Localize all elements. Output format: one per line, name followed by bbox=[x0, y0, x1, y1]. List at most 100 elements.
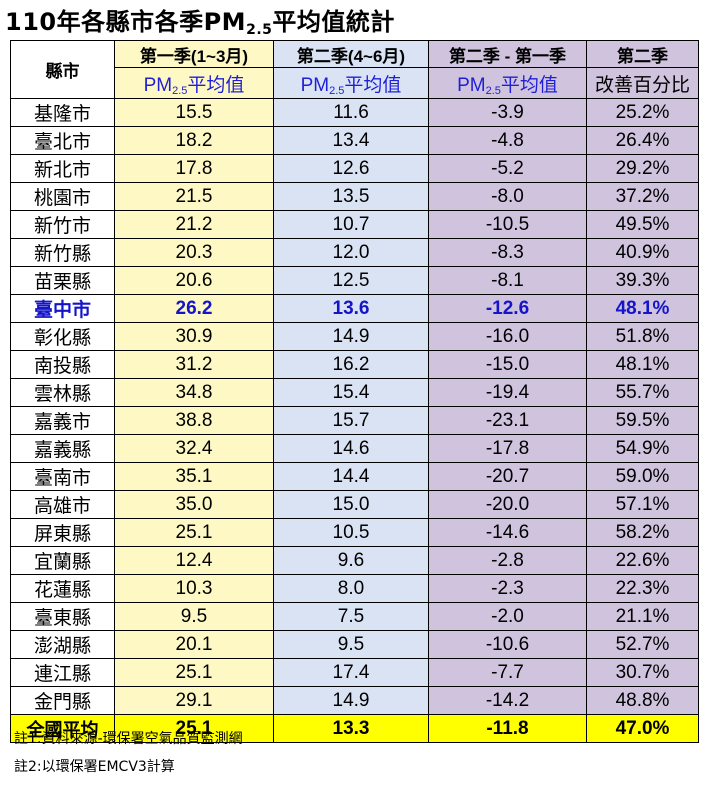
improve-header-line2: 改善百分比 bbox=[586, 67, 699, 99]
improve-pct: 59.5% bbox=[586, 406, 699, 435]
improve-pct: 48.1% bbox=[586, 294, 699, 323]
diff-value: -2.0 bbox=[428, 602, 587, 631]
q2-value: 15.4 bbox=[273, 378, 429, 407]
table-row: 屏東縣 25.1 10.5 -14.6 58.2% bbox=[10, 518, 699, 547]
county-name: 南投縣 bbox=[10, 350, 115, 379]
county-name: 臺南市 bbox=[10, 462, 115, 491]
total-improve-pct: 47.0% bbox=[586, 714, 699, 743]
county-name: 彰化縣 bbox=[10, 322, 115, 351]
q2-value: 13.5 bbox=[273, 182, 429, 211]
county-name: 花蓮縣 bbox=[10, 574, 115, 603]
improve-pct: 51.8% bbox=[586, 322, 699, 351]
q2-pm-label: PM2.5平均值 bbox=[273, 67, 429, 99]
county-name: 雲林縣 bbox=[10, 378, 115, 407]
q2-value: 15.0 bbox=[273, 490, 429, 519]
county-name: 嘉義市 bbox=[10, 406, 115, 435]
total-label: 全國平均 bbox=[10, 714, 115, 743]
national-average-row: 全國平均 25.1 13.3 -11.8 47.0% bbox=[10, 714, 699, 743]
county-name: 臺東縣 bbox=[10, 602, 115, 631]
table-row: 澎湖縣 20.1 9.5 -10.6 52.7% bbox=[10, 630, 699, 659]
diff-value: -2.3 bbox=[428, 574, 587, 603]
q1-value: 21.2 bbox=[114, 210, 274, 239]
county-name: 新竹市 bbox=[10, 210, 115, 239]
table-row: 雲林縣 34.8 15.4 -19.4 55.7% bbox=[10, 378, 699, 407]
improve-pct: 22.6% bbox=[586, 546, 699, 575]
q2-value: 14.4 bbox=[273, 462, 429, 491]
q2-value: 13.4 bbox=[273, 126, 429, 155]
total-q2-value: 13.3 bbox=[273, 714, 429, 743]
q1-value: 20.6 bbox=[114, 266, 274, 295]
improve-header-line1: 第二季 bbox=[586, 40, 699, 68]
improve-pct: 39.3% bbox=[586, 266, 699, 295]
diff-value: -14.2 bbox=[428, 686, 587, 715]
county-name: 澎湖縣 bbox=[10, 630, 115, 659]
county-header: 縣市 bbox=[10, 40, 115, 99]
improve-pct: 48.8% bbox=[586, 686, 699, 715]
q2-value: 13.6 bbox=[273, 294, 429, 323]
q2-value: 12.5 bbox=[273, 266, 429, 295]
footnote-2: 註2:以環保署EMCV3計算 bbox=[14, 759, 175, 775]
diff-value: -20.0 bbox=[428, 490, 587, 519]
q2-value: 10.5 bbox=[273, 518, 429, 547]
q1-header: 第一季(1~3月) bbox=[114, 40, 274, 68]
q1-pm-label: PM2.5平均值 bbox=[114, 67, 274, 99]
county-name: 臺北市 bbox=[10, 126, 115, 155]
q1-value: 10.3 bbox=[114, 574, 274, 603]
county-name: 基隆市 bbox=[10, 98, 115, 127]
table-row: 新竹市 21.2 10.7 -10.5 49.5% bbox=[10, 210, 699, 239]
q2-value: 17.4 bbox=[273, 658, 429, 687]
diff-value: -10.6 bbox=[428, 630, 587, 659]
improve-pct: 58.2% bbox=[586, 518, 699, 547]
q2-value: 14.9 bbox=[273, 686, 429, 715]
table-row: 臺東縣 9.5 7.5 -2.0 21.1% bbox=[10, 602, 699, 631]
improve-pct: 21.1% bbox=[586, 602, 699, 631]
diff-header: 第二季 - 第一季 bbox=[428, 40, 587, 68]
q1-value: 35.0 bbox=[114, 490, 274, 519]
q2-value: 12.0 bbox=[273, 238, 429, 267]
diff-value: -19.4 bbox=[428, 378, 587, 407]
q2-value: 9.6 bbox=[273, 546, 429, 575]
table-row: 苗栗縣 20.6 12.5 -8.1 39.3% bbox=[10, 266, 699, 295]
table-row-highlighted: 臺中市 26.2 13.6 -12.6 48.1% bbox=[10, 294, 699, 323]
improve-pct: 29.2% bbox=[586, 154, 699, 183]
pm25-stats-table: 縣市 第一季(1~3月) 第二季(4~6月) 第二季 - 第一季 第二季 PM2… bbox=[10, 40, 699, 743]
improve-pct: 54.9% bbox=[586, 434, 699, 463]
q2-value: 10.7 bbox=[273, 210, 429, 239]
diff-value: -20.7 bbox=[428, 462, 587, 491]
q2-value: 7.5 bbox=[273, 602, 429, 631]
q1-value: 29.1 bbox=[114, 686, 274, 715]
improve-pct: 52.7% bbox=[586, 630, 699, 659]
improve-pct: 37.2% bbox=[586, 182, 699, 211]
diff-value: -16.0 bbox=[428, 322, 587, 351]
table-row: 花蓮縣 10.3 8.0 -2.3 22.3% bbox=[10, 574, 699, 603]
table-row: 宜蘭縣 12.4 9.6 -2.8 22.6% bbox=[10, 546, 699, 575]
improve-pct: 57.1% bbox=[586, 490, 699, 519]
improve-pct: 48.1% bbox=[586, 350, 699, 379]
improve-pct: 22.3% bbox=[586, 574, 699, 603]
q2-value: 16.2 bbox=[273, 350, 429, 379]
diff-value: -5.2 bbox=[428, 154, 587, 183]
county-name: 苗栗縣 bbox=[10, 266, 115, 295]
table-row: 彰化縣 30.9 14.9 -16.0 51.8% bbox=[10, 322, 699, 351]
county-name: 新北市 bbox=[10, 154, 115, 183]
q1-value: 12.4 bbox=[114, 546, 274, 575]
improve-pct: 30.7% bbox=[586, 658, 699, 687]
improve-pct: 49.5% bbox=[586, 210, 699, 239]
table-row: 嘉義市 38.8 15.7 -23.1 59.5% bbox=[10, 406, 699, 435]
improve-pct: 25.2% bbox=[586, 98, 699, 127]
diff-value: -10.5 bbox=[428, 210, 587, 239]
improve-pct: 26.4% bbox=[586, 126, 699, 155]
q2-value: 14.9 bbox=[273, 322, 429, 351]
improve-pct: 55.7% bbox=[586, 378, 699, 407]
diff-value: -14.6 bbox=[428, 518, 587, 547]
q2-value: 12.6 bbox=[273, 154, 429, 183]
total-diff-value: -11.8 bbox=[428, 714, 587, 743]
county-name: 高雄市 bbox=[10, 490, 115, 519]
q2-value: 11.6 bbox=[273, 98, 429, 127]
diff-value: -2.8 bbox=[428, 546, 587, 575]
diff-value: -15.0 bbox=[428, 350, 587, 379]
q1-value: 25.1 bbox=[114, 518, 274, 547]
county-name: 桃園市 bbox=[10, 182, 115, 211]
q1-value: 38.8 bbox=[114, 406, 274, 435]
diff-value: -12.6 bbox=[428, 294, 587, 323]
